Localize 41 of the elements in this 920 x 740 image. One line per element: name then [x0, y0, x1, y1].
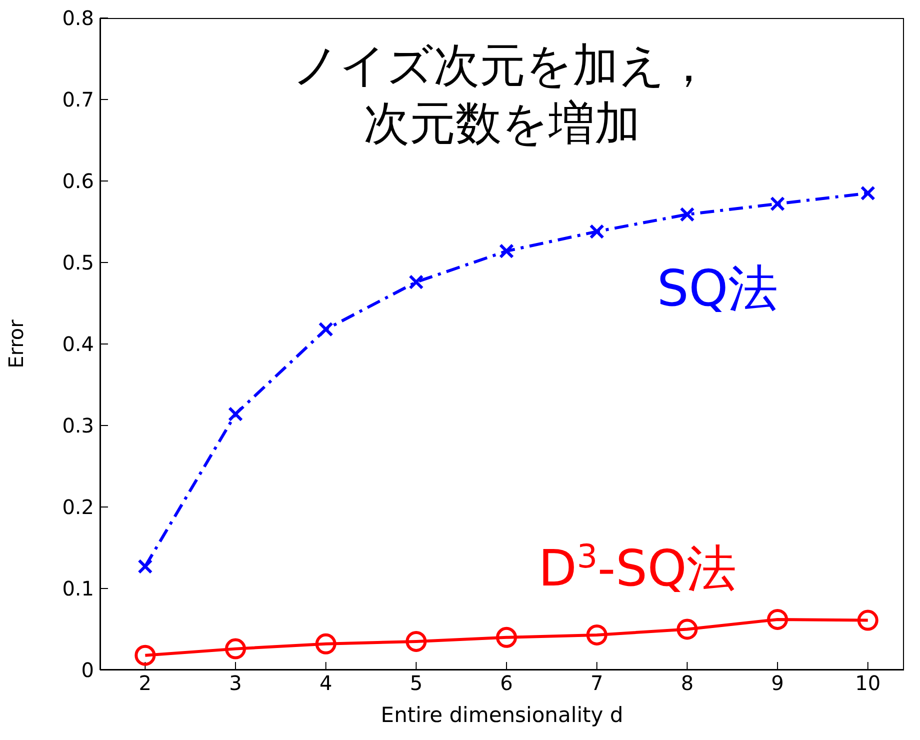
x-tick-label: 6	[500, 671, 513, 696]
x-tick-label: 8	[680, 671, 694, 696]
y-tick-label: 0.6	[62, 169, 94, 194]
point	[406, 630, 427, 652]
point	[857, 610, 878, 631]
x-axis-title: Entire dimensionality d	[380, 703, 624, 727]
point	[770, 196, 786, 212]
point	[134, 644, 156, 666]
point	[860, 186, 876, 201]
point	[499, 244, 514, 259]
point	[586, 624, 608, 646]
point	[680, 206, 695, 222]
point	[225, 638, 246, 660]
point	[315, 633, 336, 654]
x-tick-label: 3	[229, 671, 242, 696]
x-tick-label: 2	[138, 671, 152, 696]
series-label: SQ法	[656, 259, 778, 318]
point	[408, 274, 424, 290]
point	[676, 618, 698, 640]
x-tick-label: 4	[319, 671, 332, 696]
point	[318, 322, 334, 337]
y-tick-label: 0	[81, 658, 94, 682]
point	[589, 224, 604, 240]
y-tick-label: 0.2	[62, 495, 94, 520]
y-axis-title: Error	[4, 318, 28, 368]
point	[767, 608, 788, 630]
x-tick-label: 9	[771, 671, 784, 696]
y-tick-label: 0.5	[62, 250, 94, 275]
y-tick-label: 0.7	[62, 88, 94, 112]
point	[138, 558, 153, 574]
x-tick-label: 7	[590, 671, 604, 696]
y-tick-label: 0.3	[62, 414, 94, 438]
series-label: D$^{3}$-SQ法	[538, 538, 737, 598]
y-tick-label: 0.1	[62, 576, 94, 601]
point	[496, 626, 518, 648]
point	[228, 406, 244, 422]
x-tick-label: 10	[855, 671, 881, 696]
x-tick-label: 5	[410, 671, 423, 696]
y-tick-label: 0.8	[62, 6, 94, 30]
text: ノイズ次元を加え，次元数を増加	[292, 37, 712, 152]
y-tick-label: 0.4	[62, 332, 94, 356]
